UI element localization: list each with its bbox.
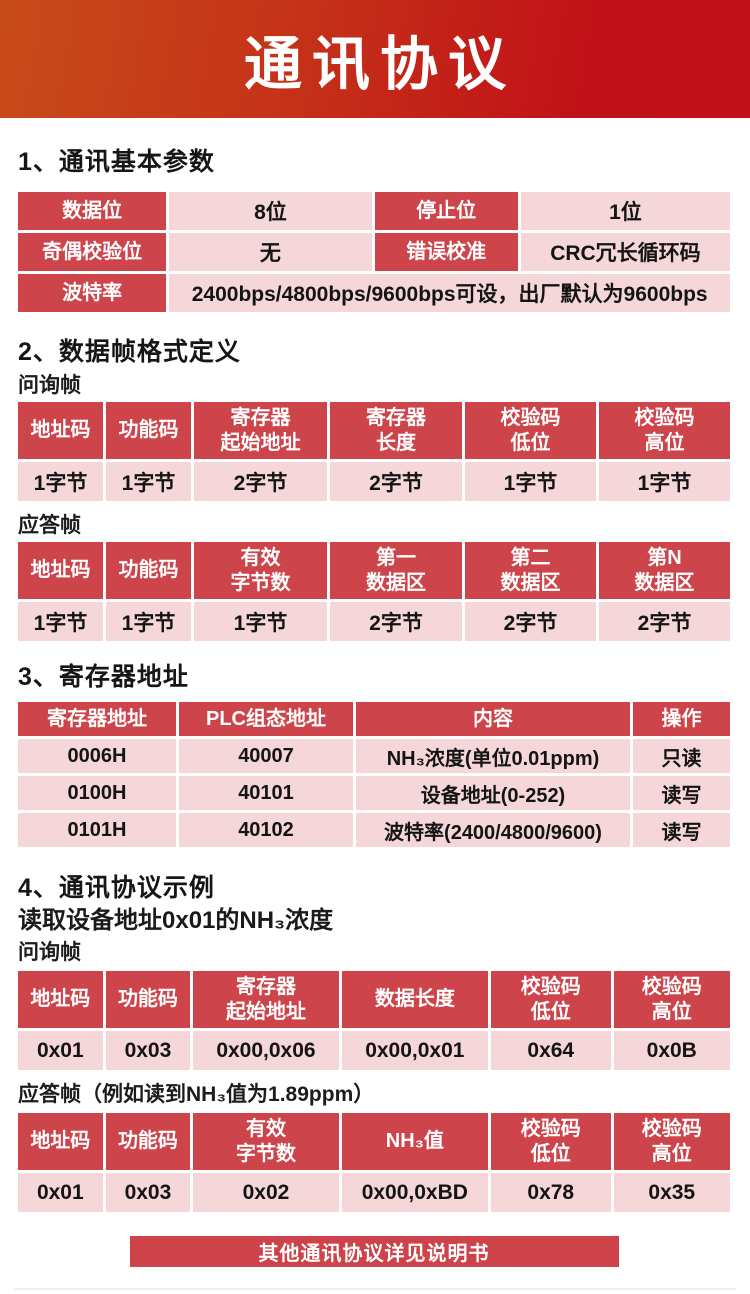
table-header-cell: 校验码 高位 (599, 402, 730, 459)
section-4-heading: 4、通讯协议示例 (18, 874, 215, 902)
table-value-cell: 0x0B (613, 1031, 730, 1070)
table-header-cell: 校验码 低位 (491, 1113, 611, 1170)
example-response-label: 应答帧（例如读到NH₃值为1.89ppm） (18, 1083, 375, 1106)
example-subtitle: 读取设备地址0x01的NH₃浓度 (18, 907, 334, 934)
table-header-cell: 操作 (633, 702, 730, 736)
table-value-cell: 0x64 (491, 1031, 611, 1070)
page-title: 通讯协议 (243, 32, 516, 97)
query-frame-label: 问询帧 (18, 374, 81, 397)
table-value-cell: 设备地址(0-252) (356, 776, 630, 810)
basic-params-table: 数据位 8位 停止位 1位 奇偶校验位 无 错误校准 CRC冗长循环码 波特率 … (18, 192, 730, 312)
table-value-cell: 0006H (18, 739, 176, 773)
table-value-cell: 0x01 (18, 1031, 103, 1070)
table-header-cell: 校验码 低位 (491, 971, 611, 1028)
table-header-cell: 有效 字节数 (193, 1113, 339, 1170)
table-value-cell: 8位 (169, 192, 372, 230)
table-value-cell: 0100H (18, 776, 176, 810)
table-header-cell: 功能码 (105, 971, 191, 1028)
table-header-cell: 校验码 高位 (613, 1113, 730, 1170)
table-value-cell: 1位 (520, 192, 730, 230)
example-response-table: 地址码 功能码 有效 字节数 NH₃值 校验码 低位 校验码 高位 0x01 0… (18, 1113, 730, 1212)
table-header-cell: PLC组态地址 (179, 702, 353, 736)
example-query-table: 地址码 功能码 寄存器 起始地址 数据长度 校验码 低位 校验码 高位 0x01… (18, 971, 730, 1070)
manual-note-button[interactable]: 其他通讯协议详见说明书 (129, 1236, 619, 1267)
table-value-cell: 40101 (179, 776, 353, 810)
table-header-cell: 功能码 (106, 402, 191, 459)
table-header-cell: 数据位 (18, 192, 167, 230)
table-value-cell: 2字节 (330, 602, 462, 641)
table-value-cell: 波特率(2400/4800/9600) (356, 813, 630, 847)
register-table: 寄存器地址 PLC组态地址 内容 操作 0006H 40007 NH₃浓度(单位… (18, 702, 730, 847)
table-header-cell: 奇偶校验位 (18, 233, 167, 271)
page-bottom-divider (14, 1288, 736, 1290)
table-header-cell: 寄存器 起始地址 (193, 971, 339, 1028)
table-header-cell: 错误校准 (374, 233, 518, 271)
table-value-cell: 1字节 (194, 602, 327, 641)
table-header-cell: 寄存器 起始地址 (194, 402, 327, 459)
table-header-cell: 地址码 (18, 402, 103, 459)
table-value-cell: NH₃浓度(单位0.01ppm) (356, 739, 630, 773)
table-value-cell: CRC冗长循环码 (520, 233, 730, 271)
table-header-cell: 地址码 (18, 542, 103, 599)
table-header-cell: 地址码 (18, 971, 103, 1028)
table-value-cell: 2字节 (330, 462, 462, 501)
table-value-cell: 0101H (18, 813, 176, 847)
table-value-cell: 40007 (179, 739, 353, 773)
table-value-cell: 40102 (179, 813, 353, 847)
table-value-cell: 0x00,0x01 (341, 1031, 489, 1070)
table-header-cell: 地址码 (18, 1113, 103, 1170)
table-header-cell: 第一 数据区 (330, 542, 462, 599)
section-2-heading: 2、数据帧格式定义 (18, 338, 241, 366)
table-value-cell: 0x03 (105, 1173, 191, 1212)
table-value-cell: 0x78 (491, 1173, 611, 1212)
table-header-cell: NH₃值 (341, 1113, 489, 1170)
table-value-cell: 1字节 (465, 462, 596, 501)
table-header-cell: 功能码 (106, 542, 191, 599)
table-header-cell: 数据长度 (341, 971, 489, 1028)
page-content: 1、通讯基本参数 数据位 8位 停止位 1位 奇偶校验位 无 错误校准 CRC冗… (0, 148, 750, 1267)
table-value-cell: 0x02 (193, 1173, 339, 1212)
response-frame-table: 地址码 功能码 有效 字节数 第一 数据区 第二 数据区 第N 数据区 1字节 … (18, 542, 730, 641)
table-header-cell: 功能码 (105, 1113, 191, 1170)
table-header-cell: 校验码 高位 (613, 971, 730, 1028)
page-banner: 通讯协议 (0, 0, 750, 118)
table-value-cell: 1字节 (18, 462, 103, 501)
table-header-cell: 校验码 低位 (465, 402, 596, 459)
table-header-cell: 寄存器地址 (18, 702, 176, 736)
table-value-cell: 0x00,0x06 (193, 1031, 339, 1070)
table-value-cell: 2字节 (194, 462, 327, 501)
response-frame-label: 应答帧 (18, 514, 81, 537)
table-value-cell: 0x00,0xBD (341, 1173, 489, 1212)
example-query-label: 问询帧 (18, 941, 81, 964)
table-value-cell: 读写 (633, 813, 730, 847)
table-value-cell: 无 (169, 233, 372, 271)
table-value-cell: 1字节 (106, 602, 191, 641)
table-value-cell: 1字节 (106, 462, 191, 501)
table-value-cell: 2字节 (599, 602, 730, 641)
table-value-cell: 0x35 (613, 1173, 730, 1212)
table-header-cell: 停止位 (374, 192, 518, 230)
table-header-cell: 寄存器 长度 (330, 402, 462, 459)
table-header-cell: 第N 数据区 (599, 542, 730, 599)
table-header-cell: 有效 字节数 (194, 542, 327, 599)
table-header-cell: 第二 数据区 (465, 542, 596, 599)
table-header-cell: 波特率 (18, 274, 167, 312)
section-1-heading: 1、通讯基本参数 (18, 148, 215, 176)
table-value-cell: 2400bps/4800bps/9600bps可设，出厂默认为9600bps (169, 274, 730, 312)
table-value-cell: 读写 (633, 776, 730, 810)
table-value-cell: 1字节 (18, 602, 103, 641)
table-value-cell: 2字节 (465, 602, 596, 641)
table-value-cell: 只读 (633, 739, 730, 773)
table-value-cell: 0x01 (18, 1173, 103, 1212)
section-3-heading: 3、寄存器地址 (18, 663, 189, 691)
table-value-cell: 0x03 (105, 1031, 191, 1070)
table-header-cell: 内容 (356, 702, 630, 736)
table-value-cell: 1字节 (599, 462, 730, 501)
query-frame-table: 地址码 功能码 寄存器 起始地址 寄存器 长度 校验码 低位 校验码 高位 1字… (18, 402, 730, 501)
